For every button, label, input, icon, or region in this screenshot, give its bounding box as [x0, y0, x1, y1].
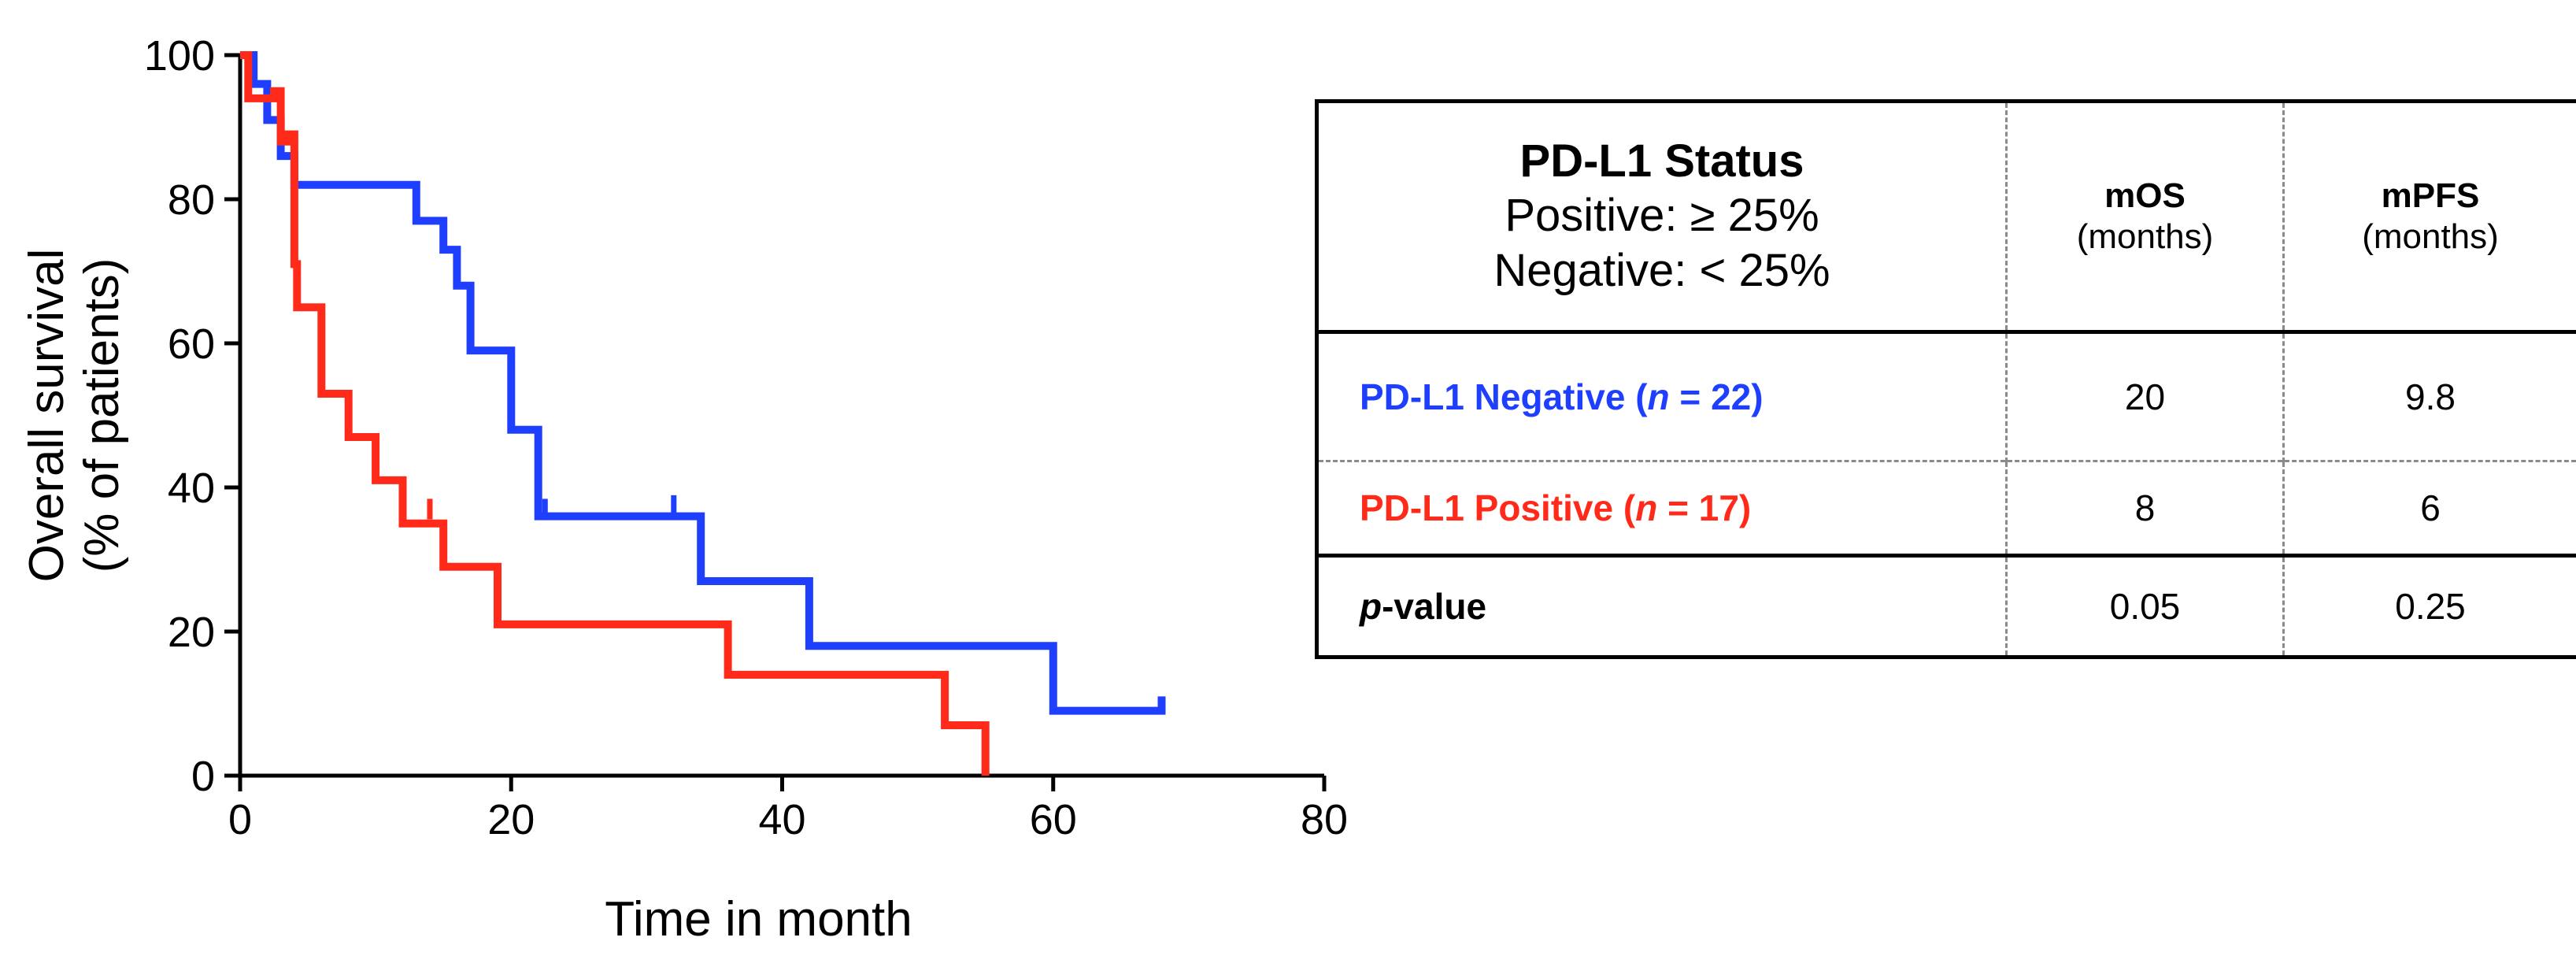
survival-curve [240, 51, 1166, 715]
y-axis-title-line1: Overall survival [20, 249, 74, 583]
survival-curve [240, 51, 990, 776]
table-row-negative: PD-L1 Negative (n = 22) 20 9.8 [1316, 330, 2576, 461]
chart-axes: 0 20 40 60 80 0 20 40 60 80 100 [144, 32, 1348, 843]
header-title: PD-L1 Status [1519, 135, 1804, 187]
x-axis-title: Time in month [605, 892, 912, 947]
series-positive [240, 51, 990, 776]
series-negative [240, 51, 1166, 715]
header-mpfs-cell: mPFS (months) [2282, 101, 2576, 332]
row-pvalue-label-p: p [1360, 586, 1382, 627]
y-tick-label: 100 [144, 32, 215, 80]
row-positive-label: PD-L1 Positive (n = 17) [1316, 460, 2007, 556]
x-tick-label: 40 [758, 796, 805, 843]
y-axis-title-line2: (% of patients) [75, 258, 129, 573]
row-pvalue-mos: 0.05 [2005, 554, 2284, 658]
row-negative-label: PD-L1 Negative (n = 22) [1316, 330, 2007, 461]
table-header-row: PD-L1 Status Positive: ≥ 25% Negative: <… [1317, 101, 2576, 332]
table-row-positive: PD-L1 Positive (n = 17) 8 6 [1316, 460, 2576, 556]
y-tick-label: 0 [191, 753, 215, 800]
row-positive-mos: 8 [2005, 460, 2284, 556]
table-row-pvalue: p-value 0.05 0.25 [1316, 554, 2576, 658]
row-positive-label-pre: PD-L1 Positive ( [1360, 487, 1636, 528]
header-mos-cell: mOS (months) [2005, 101, 2284, 332]
row-negative-mpfs: 9.8 [2282, 330, 2576, 461]
row-negative-label-post: = 22) [1669, 376, 1764, 417]
y-ticks: 0 20 40 60 80 100 [144, 32, 240, 800]
x-tick-label: 0 [228, 796, 252, 843]
row-positive-label-post: = 17) [1657, 487, 1752, 528]
row-positive-label-n: n [1635, 487, 1658, 528]
header-mpfs-unit: (months) [2362, 217, 2499, 256]
row-negative-label-n: n [1647, 376, 1670, 417]
row-negative-mos: 20 [2005, 330, 2284, 461]
row-positive-mpfs: 6 [2282, 460, 2576, 556]
row-negative-label-pre: PD-L1 Negative ( [1360, 376, 1648, 417]
header-mos: mOS [2104, 176, 2186, 215]
x-tick-label: 60 [1030, 796, 1077, 843]
y-tick-label: 60 [168, 320, 215, 368]
row-pvalue-label-rest: -value [1382, 586, 1487, 627]
y-tick-label: 80 [168, 176, 215, 224]
row-pvalue-mpfs: 0.25 [2282, 554, 2576, 658]
x-tick-label: 20 [487, 796, 535, 843]
header-status-cell: PD-L1 Status Positive: ≥ 25% Negative: <… [1317, 102, 2007, 332]
header-negative-def: Negative: < 25% [1493, 245, 1830, 296]
x-ticks: 0 20 40 60 80 [228, 776, 1348, 843]
row-pvalue-label: p-value [1316, 554, 2007, 658]
y-tick-label: 20 [168, 609, 215, 656]
series-layer [240, 51, 1166, 776]
pdl1-status-table: PD-L1 Status Positive: ≥ 25% Negative: <… [1315, 99, 2576, 659]
x-tick-label: 80 [1301, 796, 1348, 843]
header-mos-unit: (months) [2076, 217, 2214, 256]
survival-chart: 0 20 40 60 80 0 20 40 60 80 100 Time in month Ove… [20, 32, 1348, 947]
header-positive-def: Positive: ≥ 25% [1505, 190, 1819, 241]
y-tick-label: 40 [168, 465, 215, 512]
header-mpfs: mPFS [2381, 176, 2480, 215]
